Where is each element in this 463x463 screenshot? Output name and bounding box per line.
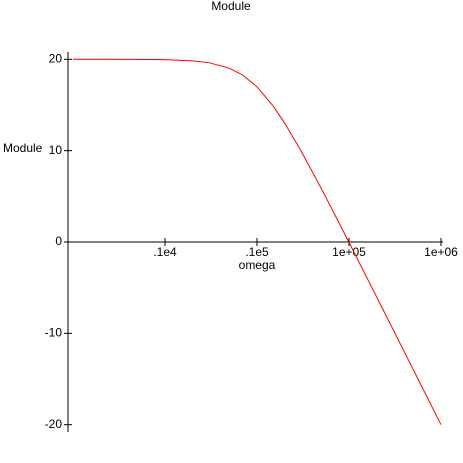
- x-tick-label: .1e5: [245, 245, 269, 259]
- y-tick-label: 10: [49, 143, 63, 157]
- y-axis-label: Module: [3, 141, 43, 155]
- y-tick-label: 20: [49, 51, 63, 65]
- line: [73, 58, 442, 425]
- y-tick-label: 0: [55, 234, 62, 248]
- chart-title: Module: [211, 0, 251, 13]
- x-tick-label: .1e4: [153, 245, 177, 259]
- x-axis-label: omega: [239, 258, 276, 272]
- y-tick-label: -10: [45, 326, 63, 340]
- x-tick-label: 1e+06: [424, 245, 458, 259]
- x-tick-label: 1e+05: [332, 245, 366, 259]
- y-tick-label: -20: [45, 417, 63, 431]
